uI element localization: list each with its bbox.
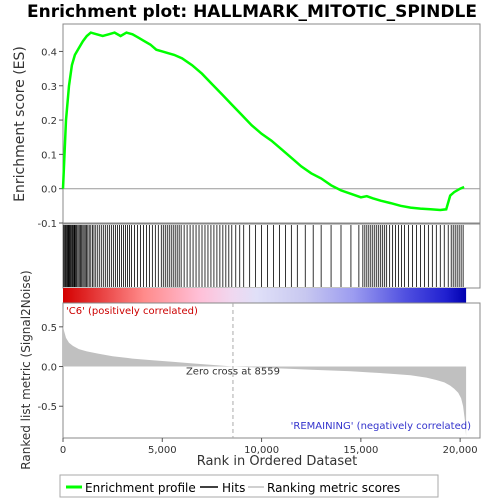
es-y-tick-label: -0.1 [37,219,57,230]
es-y-ticks: -0.1 0.0 0.1 0.2 0.3 0.4 [37,47,63,230]
rank-color-bar [63,288,467,303]
metric-y-tick-label: -0.5 [37,402,57,413]
zero-cross-label: Zero cross at 8559 [186,367,280,378]
legend-enrichment-label: Enrichment profile [85,481,196,495]
metric-x-ticks: 0 5,000 10,000 15,000 20,000 [60,438,478,456]
metric-y-axis-label: Ranked list metric (Signal2Noise) [19,270,33,469]
positive-correlation-label: 'C6' (positively correlated) [66,306,198,317]
es-y-tick-label: 0.4 [41,47,57,58]
x-tick-label: 15,000 [343,445,378,456]
enrichment-profile-line [61,31,465,212]
legend-metric-label: Ranking metric scores [267,481,400,495]
es-plot-area [62,23,481,224]
hit-markers [63,225,464,287]
metric-y-ticks: -0.5 0.0 0.5 [37,323,63,413]
x-axis-label: Rank in Ordered Dataset [197,454,358,469]
es-y-tick-label: 0.2 [41,116,57,127]
es-y-tick-label: 0.1 [41,150,57,161]
metric-y-tick-label: 0.5 [41,323,57,334]
x-tick-label: 5,000 [148,445,177,456]
legend-box [59,474,439,498]
negative-correlation-label: 'REMAINING' (negatively correlated) [291,421,471,432]
es-y-tick-label: 0.3 [41,82,57,93]
legend-hits-label: Hits [222,481,245,495]
chart-title: Enrichment plot: HALLMARK_MITOTIC_SPINDL… [27,2,477,22]
x-tick-label: 0 [60,445,66,456]
metric-y-tick-label: 0.0 [41,363,57,374]
es-y-axis-label: Enrichment score (ES) [12,46,28,202]
x-tick-label: 10,000 [244,445,279,456]
es-y-tick-label: 0.0 [41,185,57,196]
hits-panel [62,223,481,289]
x-tick-label: 20,000 [443,445,478,456]
